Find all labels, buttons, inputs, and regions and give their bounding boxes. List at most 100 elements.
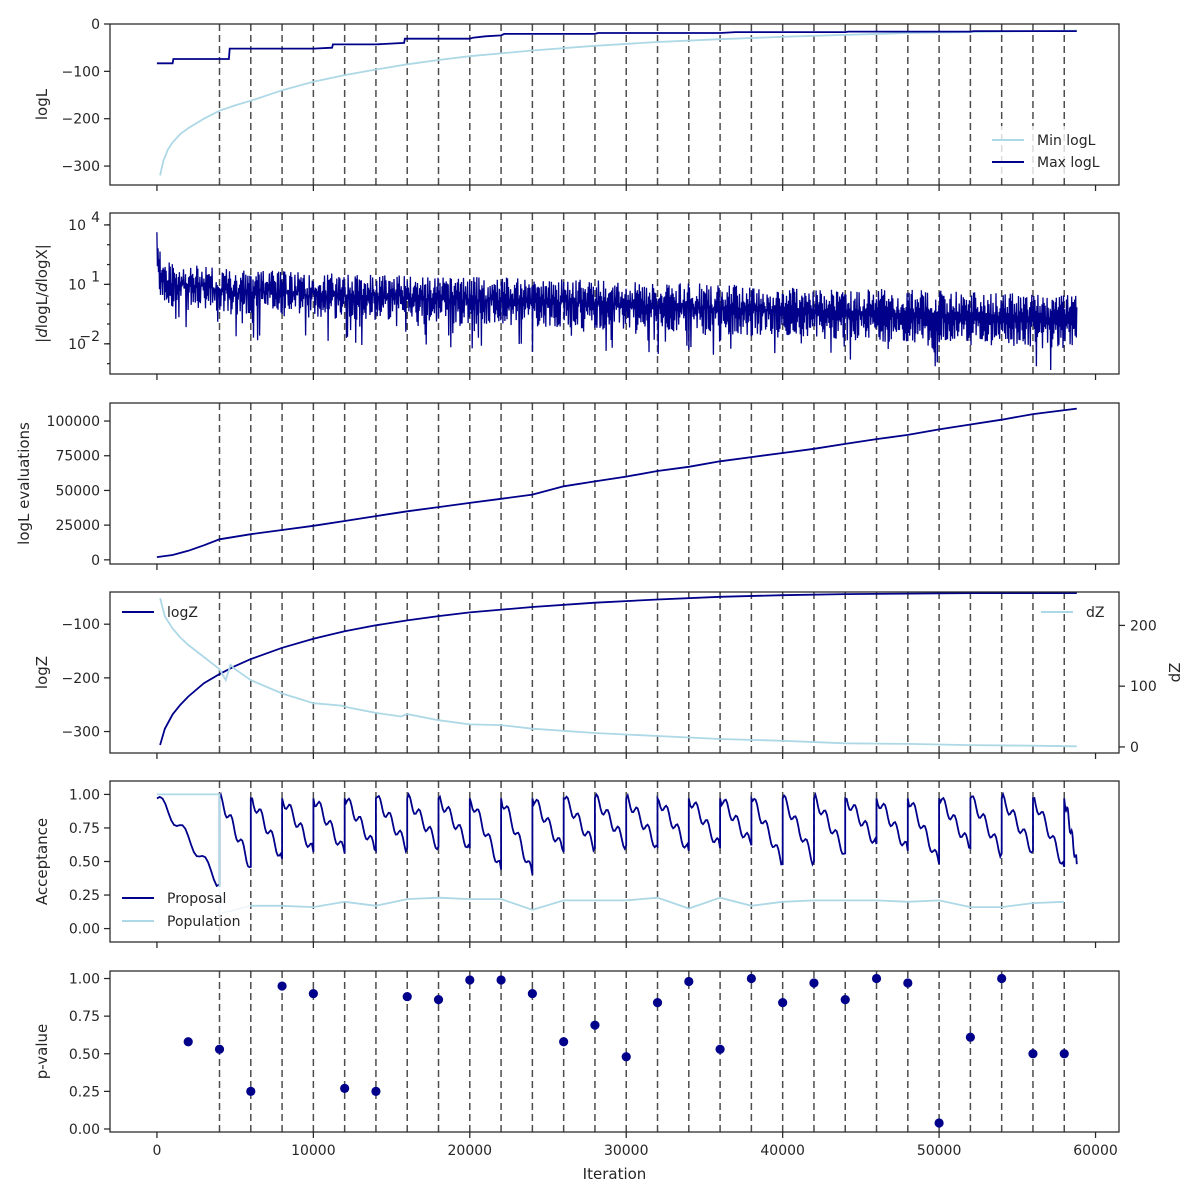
y-right-tick-label: 200 bbox=[1130, 618, 1157, 634]
data-point bbox=[809, 978, 819, 988]
y-tick-label: 1.00 bbox=[69, 972, 100, 988]
x-tick-label: 10000 bbox=[291, 1143, 336, 1159]
y-axis-label-part: d bbox=[33, 282, 51, 292]
y-tick-exponent: 1 bbox=[91, 269, 100, 285]
x-tick-label: 40000 bbox=[760, 1143, 805, 1159]
data-point bbox=[433, 994, 444, 1005]
series-group bbox=[156, 232, 1078, 371]
x-tick-label: 60000 bbox=[1073, 1143, 1118, 1159]
y-tick-label: 50000 bbox=[55, 483, 100, 499]
data-point bbox=[934, 1118, 944, 1128]
y-tick-label: 0.00 bbox=[69, 922, 100, 938]
data-point bbox=[778, 997, 788, 1008]
legend-min-logl-label: Min logL bbox=[1037, 133, 1096, 149]
panel-5: 0.00 0.25 0.50 0.75 1.00 Acceptance Proposal Po… bbox=[33, 780, 1120, 948]
data-point bbox=[246, 1086, 256, 1096]
y-axis-label: Acceptance bbox=[33, 818, 51, 905]
y-tick-label: 0.50 bbox=[69, 855, 100, 871]
y-axis-label: logL bbox=[33, 88, 51, 120]
y-axis-label-part: | bbox=[33, 338, 51, 343]
y-right-tick-label: 0 bbox=[1130, 740, 1139, 756]
y-tick-label: −200 bbox=[62, 112, 100, 128]
x-tick-label: 30000 bbox=[604, 1143, 649, 1159]
data-point bbox=[308, 988, 318, 999]
y-axis-label: logZ bbox=[33, 656, 51, 689]
x-tick-label: 0 bbox=[152, 1143, 161, 1159]
y-right-tick-label: 100 bbox=[1130, 679, 1157, 695]
panel-1: 0 −100 −200 −300 logL Min logL Max logL bbox=[33, 17, 1120, 191]
data-point bbox=[997, 973, 1007, 984]
data-point bbox=[371, 1086, 381, 1096]
axes-frame bbox=[109, 212, 1120, 375]
y-tick-label: 100000 bbox=[47, 414, 100, 430]
data-point bbox=[1059, 1049, 1069, 1059]
panel-4: −100 −200 −300 0 100 200 dZ logZ logZ dZ bbox=[33, 591, 1184, 759]
y-tick-label: −300 bbox=[62, 159, 100, 175]
series-line-2 bbox=[156, 793, 1065, 915]
y-tick-label: 25000 bbox=[55, 518, 100, 534]
y-tick-exponent: −2 bbox=[79, 329, 100, 345]
data-point bbox=[277, 981, 287, 991]
series-group bbox=[156, 407, 1077, 558]
series-group bbox=[159, 592, 1077, 748]
y-tick-label: −300 bbox=[62, 725, 100, 741]
legend-dz-label: dZ bbox=[1086, 605, 1104, 621]
data-point bbox=[684, 976, 694, 987]
series-line-1 bbox=[156, 407, 1077, 558]
data-point bbox=[559, 1037, 569, 1047]
y-tick-label: −200 bbox=[62, 671, 100, 687]
y-axis-label-part: logX bbox=[33, 249, 51, 282]
series-line-1 bbox=[159, 592, 1077, 746]
data-point bbox=[871, 973, 882, 984]
y-tick-label: 10 bbox=[68, 337, 86, 353]
y-axis-label: p-value bbox=[33, 1024, 51, 1080]
axes-frame bbox=[109, 591, 1120, 754]
y-tick-label: −100 bbox=[62, 64, 100, 80]
series-line-1 bbox=[156, 791, 1078, 888]
legend-max-logl-label: Max logL bbox=[1037, 155, 1100, 171]
axes-frame bbox=[109, 780, 1120, 943]
data-point bbox=[183, 1037, 193, 1047]
x-axis-label: Iteration bbox=[583, 1165, 647, 1183]
y-tick-label: 0.75 bbox=[69, 821, 100, 837]
data-point bbox=[715, 1044, 725, 1054]
y-axis-label-part: / bbox=[33, 291, 51, 297]
y-axis-label-part: logL bbox=[33, 296, 51, 328]
y-tick-label: 0.25 bbox=[69, 1084, 100, 1100]
y-tick-label: 75000 bbox=[55, 449, 100, 465]
y-tick-label: 10 bbox=[68, 277, 86, 293]
axes-frame bbox=[109, 970, 1120, 1133]
panel-2: 10 410 110−2|dlogL/dlogX| bbox=[33, 210, 1120, 380]
legend-proposal-label: Proposal bbox=[167, 891, 226, 907]
data-point bbox=[746, 973, 756, 984]
series-group bbox=[156, 791, 1078, 915]
y-tick-exponent: 4 bbox=[91, 210, 100, 226]
series-group bbox=[156, 29, 1077, 176]
x-tick-label: 50000 bbox=[917, 1143, 962, 1159]
panel-6: 0 10000 20000 30000 40000 50000 60000 0.00 0.25 0… bbox=[33, 970, 1120, 1183]
data-point bbox=[340, 1083, 350, 1093]
y-tick-label: 0.00 bbox=[69, 1122, 100, 1138]
series-group bbox=[183, 973, 1069, 1128]
data-point bbox=[621, 1052, 631, 1062]
data-point bbox=[527, 988, 537, 999]
y-tick-label: −100 bbox=[62, 617, 100, 633]
y-tick-label: 0.25 bbox=[69, 888, 100, 904]
data-point bbox=[214, 1044, 225, 1054]
x-tick-label: 20000 bbox=[448, 1143, 493, 1159]
legend-box bbox=[985, 126, 1113, 178]
y-right-axis-label: dZ bbox=[1166, 663, 1184, 683]
y-tick-label: 1.00 bbox=[69, 787, 100, 803]
y-tick-label: 10 bbox=[68, 218, 86, 234]
data-point bbox=[1028, 1049, 1038, 1059]
data-point bbox=[903, 978, 913, 988]
y-axis-label-part: d bbox=[33, 328, 51, 338]
axes-frame bbox=[109, 402, 1120, 565]
y-axis-label-part: | bbox=[33, 244, 51, 249]
data-point bbox=[465, 975, 475, 985]
y-axis-label: |dlogL/dlogX| bbox=[33, 244, 51, 343]
data-point bbox=[652, 997, 663, 1008]
y-tick-label: 0 bbox=[91, 17, 100, 33]
data-point bbox=[590, 1020, 600, 1030]
series-line-1 bbox=[159, 29, 1077, 176]
